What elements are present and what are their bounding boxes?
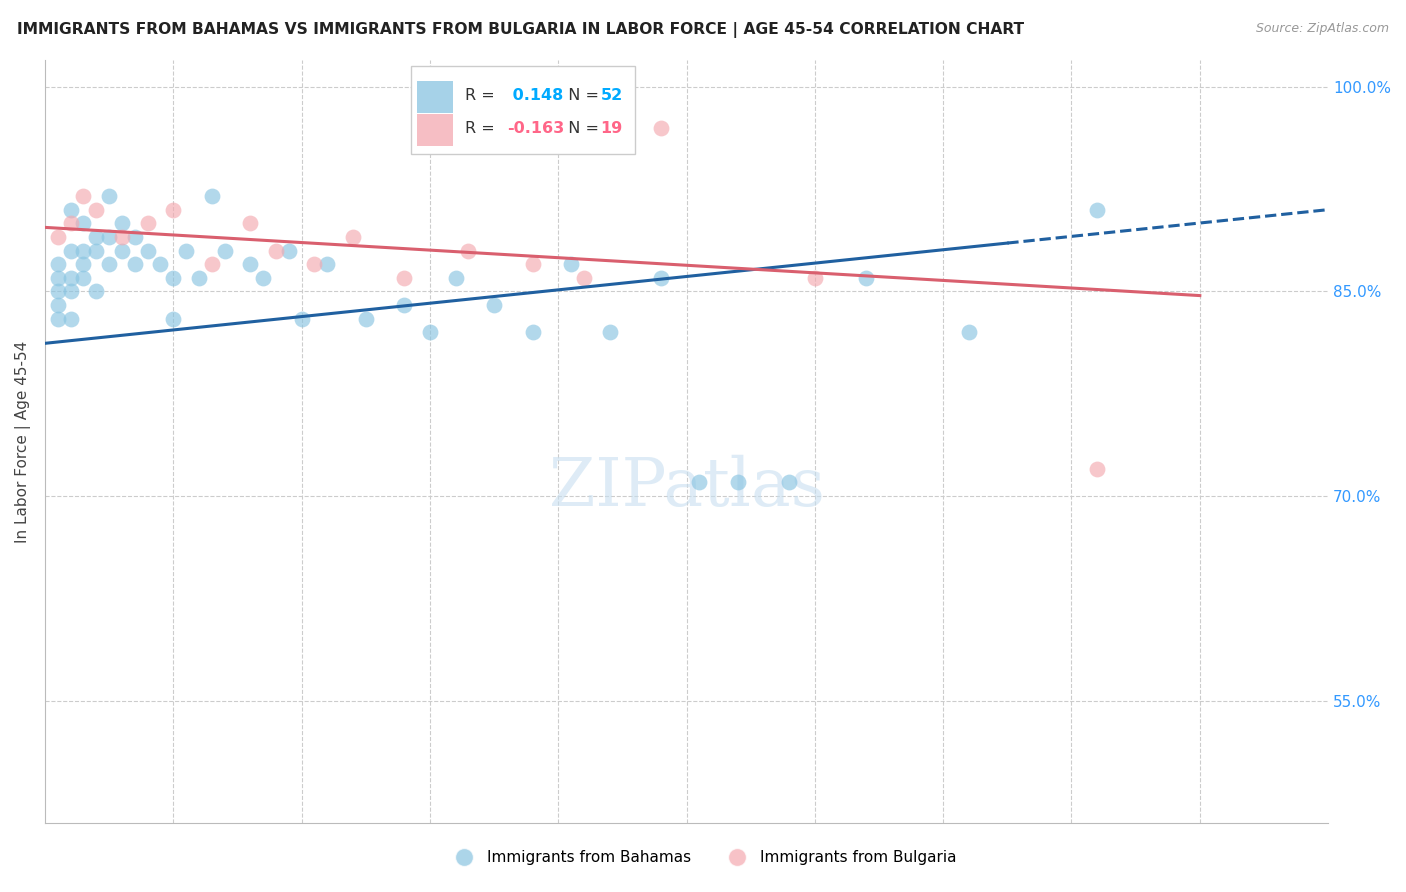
Point — [1085, 462, 1108, 476]
Text: R =: R = — [464, 88, 499, 103]
FancyBboxPatch shape — [411, 66, 636, 153]
Point — [59, 216, 82, 230]
Point — [201, 257, 224, 271]
Point — [84, 230, 107, 244]
Text: 52: 52 — [600, 88, 623, 103]
Point — [650, 120, 672, 135]
Text: R =: R = — [464, 120, 499, 136]
Point — [1085, 202, 1108, 217]
Point — [84, 202, 107, 217]
Point — [239, 257, 262, 271]
Point — [59, 311, 82, 326]
Text: Source: ZipAtlas.com: Source: ZipAtlas.com — [1256, 22, 1389, 36]
Point — [149, 257, 172, 271]
Point — [59, 244, 82, 258]
Point — [59, 202, 82, 217]
Point — [124, 230, 146, 244]
Point — [46, 285, 69, 299]
Point — [239, 216, 262, 230]
Point — [804, 270, 827, 285]
Point — [84, 285, 107, 299]
Point — [572, 270, 595, 285]
Point — [46, 298, 69, 312]
Point — [444, 270, 467, 285]
Point — [46, 230, 69, 244]
Point — [72, 216, 94, 230]
Point — [72, 257, 94, 271]
Point — [252, 270, 274, 285]
Point — [214, 244, 236, 258]
Point — [650, 270, 672, 285]
Point — [174, 244, 197, 258]
Point — [354, 311, 377, 326]
Text: IMMIGRANTS FROM BAHAMAS VS IMMIGRANTS FROM BULGARIA IN LABOR FORCE | AGE 45-54 C: IMMIGRANTS FROM BAHAMAS VS IMMIGRANTS FR… — [17, 22, 1024, 38]
Text: -0.163: -0.163 — [506, 120, 564, 136]
Point — [124, 257, 146, 271]
Point — [84, 244, 107, 258]
Text: N =: N = — [558, 120, 605, 136]
FancyBboxPatch shape — [418, 114, 453, 146]
FancyBboxPatch shape — [418, 81, 453, 113]
Point — [136, 244, 159, 258]
Point — [457, 244, 479, 258]
Point — [59, 285, 82, 299]
Point — [304, 257, 326, 271]
Point — [688, 475, 710, 490]
Legend: Immigrants from Bahamas, Immigrants from Bulgaria: Immigrants from Bahamas, Immigrants from… — [443, 844, 963, 871]
Point — [59, 270, 82, 285]
Point — [111, 216, 134, 230]
Point — [419, 326, 441, 340]
Point — [522, 257, 544, 271]
Text: ZIPatlas: ZIPatlas — [548, 455, 824, 520]
Point — [46, 257, 69, 271]
Point — [316, 257, 339, 271]
Point — [162, 311, 184, 326]
Point — [957, 326, 980, 340]
Point — [98, 230, 121, 244]
Point — [342, 230, 364, 244]
Point — [560, 257, 582, 271]
Point — [162, 270, 184, 285]
Point — [778, 475, 800, 490]
Point — [855, 270, 877, 285]
Point — [277, 244, 299, 258]
Text: N =: N = — [558, 88, 605, 103]
Point — [111, 230, 134, 244]
Point — [72, 244, 94, 258]
Point — [290, 311, 312, 326]
Point — [201, 189, 224, 203]
Point — [599, 326, 621, 340]
Point — [187, 270, 209, 285]
Point — [46, 270, 69, 285]
Point — [111, 244, 134, 258]
Point — [162, 202, 184, 217]
Point — [727, 475, 749, 490]
Point — [264, 244, 287, 258]
Point — [522, 326, 544, 340]
Point — [98, 189, 121, 203]
Point — [46, 311, 69, 326]
Point — [392, 270, 415, 285]
Y-axis label: In Labor Force | Age 45-54: In Labor Force | Age 45-54 — [15, 341, 31, 542]
Text: 19: 19 — [600, 120, 623, 136]
Point — [72, 189, 94, 203]
Point — [482, 298, 505, 312]
Point — [98, 257, 121, 271]
Point — [392, 298, 415, 312]
Point — [136, 216, 159, 230]
Point — [72, 270, 94, 285]
Text: 0.148: 0.148 — [506, 88, 564, 103]
